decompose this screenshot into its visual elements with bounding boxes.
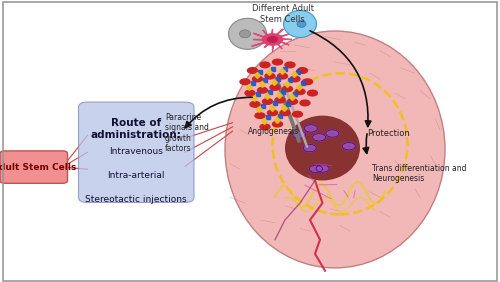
Circle shape [260,124,270,130]
Circle shape [268,37,278,42]
Circle shape [295,89,305,94]
Circle shape [248,68,258,73]
Circle shape [302,79,312,85]
Text: Stereotactic injections: Stereotactic injections [86,195,187,204]
Circle shape [255,113,265,118]
Circle shape [312,134,326,141]
Ellipse shape [285,116,360,180]
Circle shape [308,90,318,96]
Circle shape [270,85,280,90]
Polygon shape [252,39,272,46]
Circle shape [265,73,275,79]
Circle shape [260,62,270,68]
Polygon shape [272,39,274,52]
Polygon shape [272,34,288,39]
Circle shape [280,110,290,116]
Text: Different Adult
Stem Cells: Different Adult Stem Cells [252,4,314,24]
Polygon shape [264,39,272,48]
Text: Intra-arterial: Intra-arterial [108,171,165,180]
Ellipse shape [284,10,316,38]
Ellipse shape [297,21,306,27]
Text: Protection: Protection [368,129,410,138]
Circle shape [292,131,306,138]
Text: Trans differentiation and
Neurogenesis: Trans differentiation and Neurogenesis [372,164,467,183]
Polygon shape [254,39,272,40]
Polygon shape [272,39,289,45]
FancyBboxPatch shape [78,102,194,202]
Text: Paracrine
signals and
growth
factors: Paracrine signals and growth factors [165,113,209,153]
Ellipse shape [240,30,250,38]
Circle shape [245,90,255,96]
Circle shape [278,73,287,79]
Text: Angiogenesis: Angiogenesis [248,127,298,136]
Circle shape [268,110,278,116]
Polygon shape [271,29,272,39]
FancyBboxPatch shape [0,151,68,183]
Circle shape [304,125,318,132]
Circle shape [275,97,285,103]
Ellipse shape [225,31,445,268]
Circle shape [240,79,250,85]
Circle shape [272,121,282,127]
Polygon shape [254,33,272,39]
Circle shape [272,59,282,65]
Circle shape [252,76,262,82]
Text: Intravenous: Intravenous [110,147,163,156]
Circle shape [310,165,322,173]
Circle shape [304,144,316,152]
Ellipse shape [228,18,266,49]
Circle shape [300,100,310,106]
Circle shape [262,34,282,45]
Circle shape [258,87,268,93]
Polygon shape [272,39,282,49]
Text: Route of
administration:: Route of administration: [91,118,182,140]
Circle shape [285,62,295,68]
Text: Adult Stem Cells: Adult Stem Cells [0,163,76,171]
Circle shape [282,86,292,92]
Polygon shape [262,30,272,39]
Circle shape [288,99,298,104]
Circle shape [342,142,355,150]
Circle shape [250,102,260,107]
Circle shape [292,111,302,117]
Circle shape [326,130,339,137]
Circle shape [298,68,308,73]
Circle shape [290,76,300,82]
Circle shape [262,99,272,104]
Polygon shape [272,29,283,39]
Circle shape [316,165,329,172]
